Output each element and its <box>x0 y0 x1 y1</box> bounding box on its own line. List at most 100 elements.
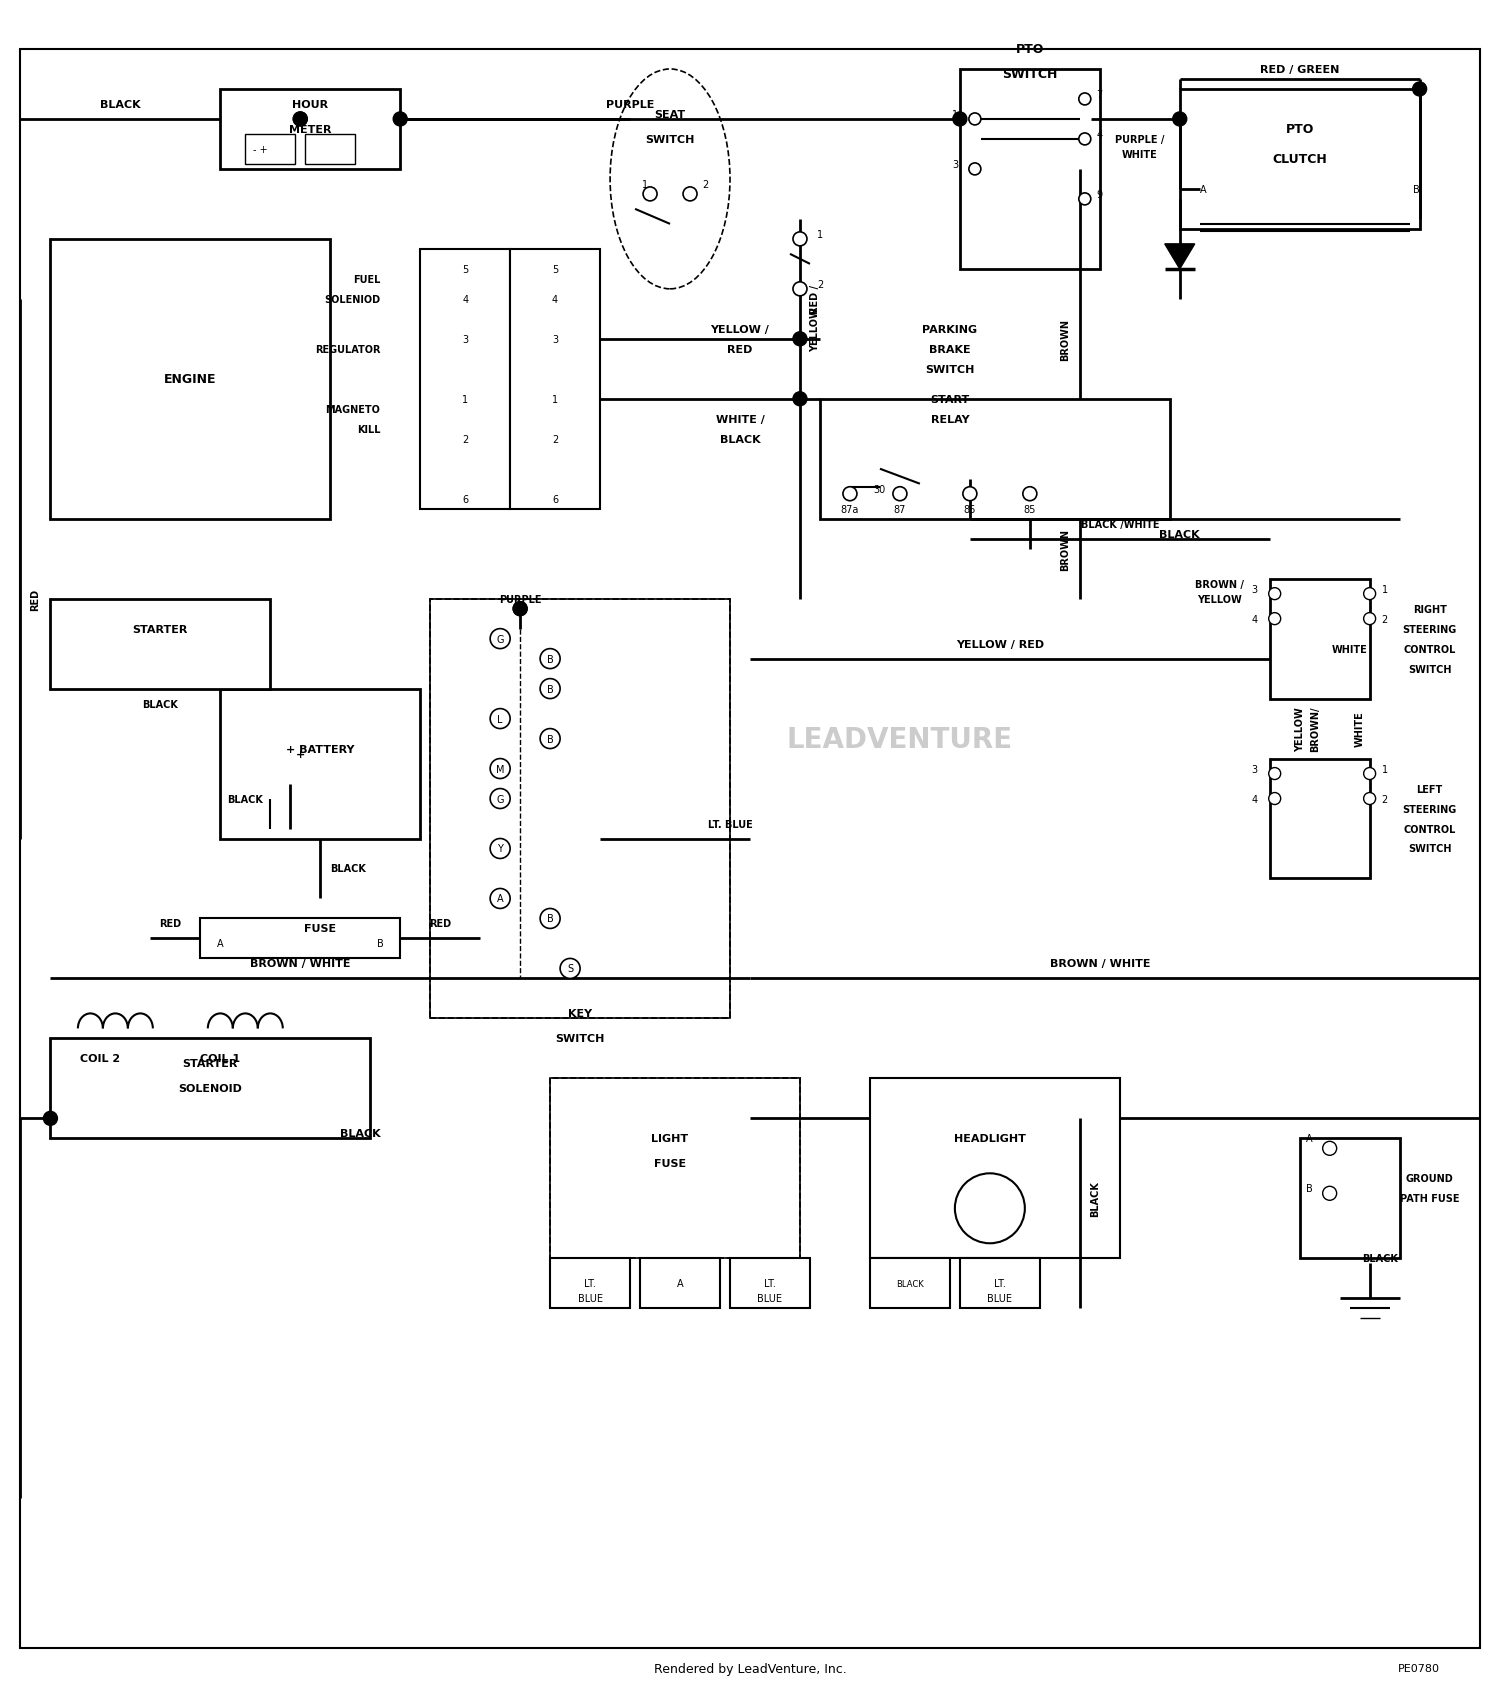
Text: BLACK: BLACK <box>720 435 760 445</box>
Text: 5: 5 <box>552 265 558 275</box>
Text: A: A <box>217 939 223 949</box>
Bar <box>1179 90 1419 229</box>
Circle shape <box>513 603 526 616</box>
Text: B: B <box>546 684 554 694</box>
Text: BLACK /WHITE: BLACK /WHITE <box>1080 520 1160 530</box>
Text: RED: RED <box>728 345 753 355</box>
Text: G: G <box>496 635 504 644</box>
Text: 2: 2 <box>818 280 824 290</box>
Bar <box>1269 759 1370 880</box>
Bar <box>51 239 330 520</box>
Bar <box>870 1258 950 1309</box>
Text: PE0780: PE0780 <box>1398 1662 1440 1673</box>
Text: REGULATOR: REGULATOR <box>315 345 380 355</box>
Circle shape <box>952 112 968 127</box>
Text: B: B <box>376 939 384 949</box>
Text: BRAKE: BRAKE <box>928 345 970 355</box>
Bar <box>821 399 1170 520</box>
Text: Rendered by LeadVenture, Inc.: Rendered by LeadVenture, Inc. <box>654 1662 846 1674</box>
Circle shape <box>294 112 307 127</box>
Text: STARTER: STARTER <box>132 625 188 635</box>
Circle shape <box>490 890 510 908</box>
Text: SOLENOID: SOLENOID <box>178 1083 243 1094</box>
Text: BLACK: BLACK <box>1090 1180 1100 1216</box>
Text: SWITCH: SWITCH <box>555 1034 604 1044</box>
Circle shape <box>1323 1141 1336 1156</box>
Text: B: B <box>1413 185 1419 195</box>
Bar <box>430 599 730 1019</box>
Text: + BATTERY: + BATTERY <box>286 744 354 754</box>
Text: BLUE: BLUE <box>578 1294 603 1304</box>
Circle shape <box>1078 93 1090 105</box>
Circle shape <box>644 188 657 202</box>
Bar <box>1299 1139 1400 1258</box>
Text: Y: Y <box>496 844 502 854</box>
Circle shape <box>490 839 510 859</box>
Text: RED / GREEN: RED / GREEN <box>1260 65 1340 75</box>
Bar <box>550 1078 800 1258</box>
Bar <box>201 919 400 959</box>
Text: WHITE /: WHITE / <box>716 414 765 424</box>
Text: CONTROL: CONTROL <box>1404 644 1456 654</box>
Circle shape <box>540 649 560 669</box>
Circle shape <box>490 790 510 808</box>
Text: 9: 9 <box>1096 190 1102 200</box>
Circle shape <box>540 679 560 700</box>
Text: FUEL: FUEL <box>352 275 380 285</box>
Bar <box>550 1078 800 1258</box>
Text: KEY: KEY <box>568 1009 592 1019</box>
Bar <box>730 1258 810 1309</box>
Text: HOUR: HOUR <box>292 100 328 110</box>
Text: M: M <box>496 764 504 774</box>
Text: STEERING: STEERING <box>1402 805 1456 813</box>
Text: 3: 3 <box>952 160 958 170</box>
Text: PURPLE: PURPLE <box>606 100 654 110</box>
Text: 1: 1 <box>952 110 958 121</box>
Text: LT.: LT. <box>764 1279 776 1289</box>
Text: S: S <box>567 964 573 975</box>
Text: SWITCH: SWITCH <box>645 134 694 144</box>
Text: BLACK: BLACK <box>100 100 141 110</box>
Text: 30: 30 <box>874 484 886 494</box>
Text: 4: 4 <box>462 295 468 304</box>
Text: 6: 6 <box>552 494 558 504</box>
Text: PTO: PTO <box>1016 44 1044 56</box>
Circle shape <box>956 1173 1024 1243</box>
Circle shape <box>794 282 807 297</box>
Text: LT.: LT. <box>994 1279 1006 1289</box>
Circle shape <box>1364 613 1376 625</box>
Circle shape <box>1269 613 1281 625</box>
Text: COIL 1: COIL 1 <box>200 1054 240 1063</box>
Bar <box>51 599 270 689</box>
Text: 5: 5 <box>462 265 468 275</box>
Text: WHITE: WHITE <box>1354 711 1365 747</box>
Text: A: A <box>496 893 504 903</box>
Text: YELLOW: YELLOW <box>810 307 820 351</box>
Circle shape <box>540 728 560 749</box>
Circle shape <box>1269 793 1281 805</box>
Text: RED: RED <box>429 919 451 929</box>
Text: BROWN: BROWN <box>1060 528 1070 571</box>
Bar <box>1269 579 1370 700</box>
Text: 7: 7 <box>1096 90 1102 100</box>
Text: 3: 3 <box>1251 584 1258 594</box>
Text: SEAT: SEAT <box>654 110 686 121</box>
Bar <box>430 599 730 1019</box>
Circle shape <box>892 487 908 501</box>
Text: PURPLE /: PURPLE / <box>1114 134 1164 144</box>
Text: SWITCH: SWITCH <box>1408 844 1452 854</box>
Text: WHITE: WHITE <box>1122 149 1158 160</box>
Text: GROUND: GROUND <box>1406 1173 1453 1184</box>
Text: 2: 2 <box>462 435 468 445</box>
Text: A: A <box>1200 185 1206 195</box>
Text: START: START <box>930 394 969 404</box>
Text: BLACK: BLACK <box>330 864 366 874</box>
Text: 1: 1 <box>552 394 558 404</box>
Text: PTO: PTO <box>1286 124 1314 136</box>
Bar <box>640 1258 720 1309</box>
Circle shape <box>490 630 510 649</box>
Circle shape <box>794 333 807 346</box>
Text: BLACK: BLACK <box>340 1129 381 1139</box>
Circle shape <box>682 188 698 202</box>
Text: YELLOW: YELLOW <box>1197 594 1242 604</box>
